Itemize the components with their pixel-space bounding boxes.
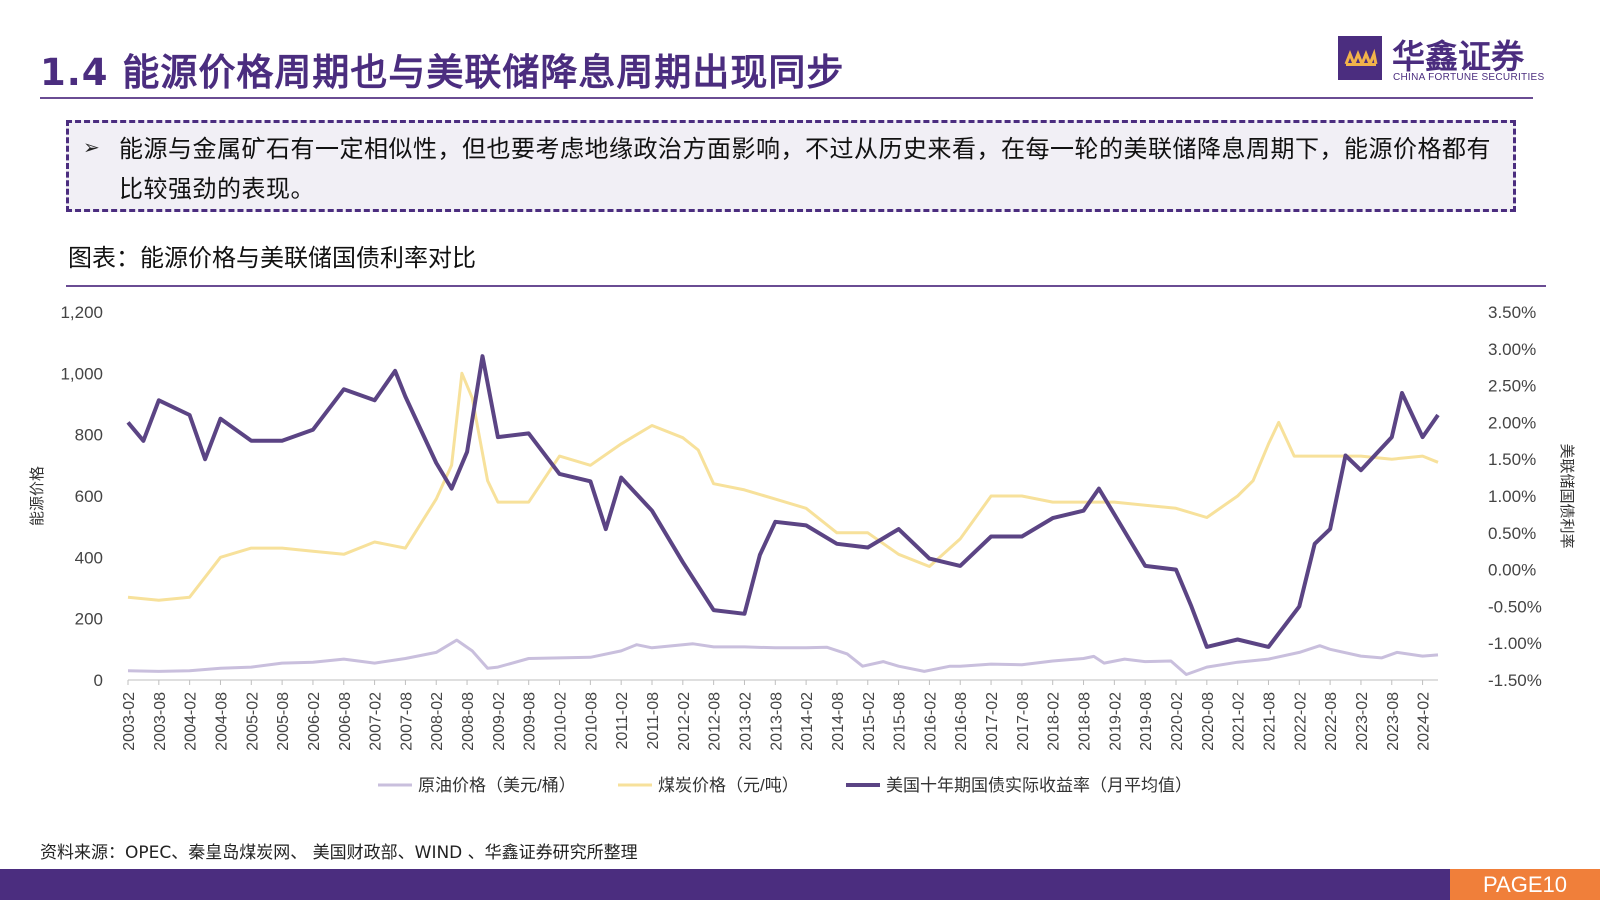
x-tick-label: 2014-02 [799, 692, 816, 751]
x-tick-label: 2004-02 [183, 692, 200, 751]
legend-label: 美国十年期国债实际收益率（月平均值） [886, 776, 1192, 795]
x-tick-label: 2005-08 [275, 692, 292, 751]
x-tick-label: 2022-02 [1292, 692, 1309, 751]
x-tick-label: 2019-08 [1138, 692, 1155, 751]
y-axis-label-left: 能源价格 [29, 466, 46, 526]
x-tick-label: 2004-08 [213, 692, 230, 751]
series-line-coal [127, 371, 1439, 602]
logo-name-cn: 华鑫证券 [1392, 37, 1524, 76]
x-tick-label: 2006-02 [306, 692, 323, 751]
page-title: 1.4 能源价格周期也与美联储降息周期出现同步 [40, 51, 845, 94]
y-tick-label-right: 3.50% [1488, 303, 1536, 322]
logo-name-en: CHINA FORTUNE SECURITIES [1393, 72, 1545, 83]
x-tick-label: 2010-02 [553, 692, 570, 751]
x-tick-label: 2017-08 [1015, 692, 1032, 751]
y-tick-label-left: 800 [75, 426, 103, 445]
x-tick-label: 2015-08 [892, 692, 909, 751]
y-tick-label-left: 0 [94, 671, 103, 690]
note-box: ➢ 能源与金属矿石有一定相似性，但也要考虑地缘政治方面影响，不过从历史来看，在每… [66, 120, 1516, 212]
series-line-yield [126, 354, 1440, 649]
x-tick-label: 2003-08 [152, 692, 169, 751]
y-axis-label-right: 美联储国债利率 [1558, 443, 1575, 548]
series-line-oil [127, 638, 1439, 676]
legend-label: 煤炭价格（元/吨） [658, 776, 799, 795]
chart-legend: 原油价格（美元/桶） 煤炭价格（元/吨） 美国十年期国债实际收益率（月平均值） [378, 776, 1192, 795]
x-tick-label: 2006-08 [337, 692, 354, 751]
footer-bar [0, 869, 1450, 900]
x-tick-label: 2007-02 [368, 692, 385, 751]
x-tick-label: 2022-08 [1323, 692, 1340, 751]
x-tick-label: 2008-08 [460, 692, 477, 751]
x-tick-label: 2017-02 [984, 692, 1001, 751]
y-tick-label-right: 0.00% [1488, 561, 1536, 580]
x-tick-label: 2013-08 [768, 692, 785, 751]
x-tick-label: 2020-02 [1169, 692, 1186, 751]
title-divider [40, 97, 1533, 99]
logo-mark-icon [1338, 36, 1382, 80]
y-tick-label-right: 2.50% [1488, 377, 1536, 396]
note-text: 能源与金属矿石有一定相似性，但也要考虑地缘政治方面影响，不过从历史来看，在每一轮… [119, 135, 1491, 203]
y-tick-label-right: 0.50% [1488, 524, 1536, 543]
page-number-badge: PAGE10 [1450, 869, 1600, 900]
y-tick-label-right: 3.00% [1488, 340, 1536, 359]
y-tick-label-left: 1,200 [60, 303, 103, 322]
x-tick-label: 2015-02 [861, 692, 878, 751]
x-tick-label: 2011-08 [645, 692, 662, 750]
x-tick-label: 2023-08 [1385, 692, 1402, 751]
x-tick-label: 2016-02 [922, 692, 939, 751]
x-tick-label: 2010-08 [583, 692, 600, 751]
x-tick-label: 2012-08 [707, 692, 724, 751]
legend-label: 原油价格（美元/桶） [418, 776, 576, 795]
x-tick-label: 2011-02 [614, 692, 631, 750]
x-tick-label: 2019-02 [1107, 692, 1124, 751]
x-tick-label: 2014-08 [830, 692, 847, 751]
y-tick-label-right: 1.50% [1488, 450, 1536, 469]
figure-title: 图表：能源价格与美联储国债利率对比 [68, 244, 476, 272]
x-tick-label: 2024-02 [1416, 692, 1433, 751]
y-tick-label-left: 600 [75, 487, 103, 506]
x-tick-label: 2021-08 [1261, 692, 1278, 751]
x-tick-label: 2012-02 [676, 692, 693, 751]
x-tick-label: 2016-08 [953, 692, 970, 751]
y-tick-label-left: 400 [75, 548, 103, 567]
company-logo: 华鑫证券 CHINA FORTUNE SECURITIES [1338, 36, 1544, 86]
x-tick-label: 2020-08 [1200, 692, 1217, 751]
x-tick-label: 2018-08 [1077, 692, 1094, 751]
x-tick-label: 2007-08 [398, 692, 415, 751]
energy-vs-yield-chart: 0 200 400 600 800 1,000 1,200 -1.50% -1.00% -0.5… [29, 303, 1575, 795]
x-tick-label: 2009-02 [491, 692, 508, 751]
y-tick-label-right: 1.00% [1488, 487, 1536, 506]
x-tick-label: 2009-08 [522, 692, 539, 751]
source-note: 资料来源：OPEC、秦皇岛煤炭网、 美国财政部、WIND 、华鑫证券研究所整理 [40, 843, 638, 863]
x-tick-label: 2013-02 [737, 692, 754, 751]
x-tick-label: 2023-02 [1354, 692, 1371, 751]
bullet-arrow-icon: ➢ [83, 135, 100, 159]
y-tick-label-right: -1.50% [1488, 671, 1542, 690]
y-tick-label-right: -1.00% [1488, 634, 1542, 653]
x-tick-label: 2005-02 [244, 692, 261, 751]
y-tick-label-left: 200 [75, 610, 103, 629]
x-tick-label: 2021-02 [1231, 692, 1248, 751]
y-tick-label-right: 2.00% [1488, 413, 1536, 432]
x-tick-label: 2008-02 [429, 692, 446, 751]
x-tick-label: 2003-02 [121, 692, 138, 751]
figure-divider [66, 285, 1546, 287]
y-tick-label-left: 1,000 [60, 364, 103, 383]
x-tick-label: 2018-02 [1046, 692, 1063, 751]
y-tick-label-right: -0.50% [1488, 597, 1542, 616]
